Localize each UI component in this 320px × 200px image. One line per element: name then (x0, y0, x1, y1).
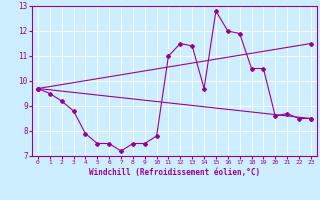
X-axis label: Windchill (Refroidissement éolien,°C): Windchill (Refroidissement éolien,°C) (89, 168, 260, 177)
